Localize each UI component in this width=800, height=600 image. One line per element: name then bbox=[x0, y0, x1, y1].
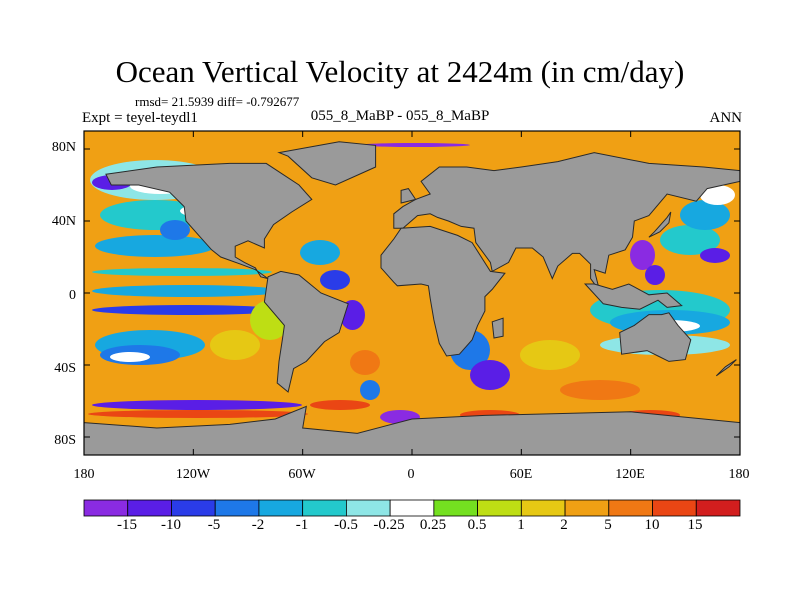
velocity-patch-13 bbox=[88, 380, 288, 400]
experiment-label: Expt = teyel-teydl1 bbox=[82, 110, 198, 126]
cb-label-4: -1 bbox=[295, 517, 309, 533]
colorbar-swatch-12 bbox=[608, 499, 653, 517]
velocity-patch-39 bbox=[160, 220, 190, 240]
colorbar-swatch-6 bbox=[345, 499, 391, 517]
x-label-120e: 120E bbox=[615, 467, 645, 482]
land-north-america bbox=[105, 162, 313, 280]
land-indonesia bbox=[583, 283, 683, 310]
cb-label-8: 0.5 bbox=[467, 517, 487, 533]
map-plot-area bbox=[84, 131, 740, 455]
cb-label-1: -10 bbox=[161, 517, 181, 533]
colorbar-swatch-1 bbox=[127, 499, 172, 517]
land-africa bbox=[380, 225, 506, 357]
cb-label-0: -15 bbox=[117, 517, 137, 533]
y-label-eq: 0 bbox=[69, 288, 76, 303]
velocity-patch-29 bbox=[300, 240, 340, 265]
season-label: ANN bbox=[709, 110, 743, 126]
velocity-patch-6 bbox=[92, 305, 282, 315]
land-masses bbox=[84, 141, 740, 455]
velocity-patch-15 bbox=[88, 410, 308, 418]
land-south-america bbox=[263, 270, 349, 393]
velocity-patch-28 bbox=[470, 360, 510, 390]
axis-ticks bbox=[83, 131, 741, 455]
cb-label-13: 15 bbox=[687, 517, 703, 533]
velocity-patch-40 bbox=[700, 248, 730, 263]
colorbar-swatch-14 bbox=[695, 499, 741, 517]
land-uk bbox=[400, 188, 417, 204]
y-label-40s: 40S bbox=[54, 361, 76, 376]
y-label-80s: 80S bbox=[54, 433, 76, 448]
x-label-60e: 60E bbox=[509, 467, 533, 482]
velocity-patch-5 bbox=[92, 285, 282, 297]
map-title: Ocean Vertical Velocity at 2424m (in cm/… bbox=[115, 54, 685, 89]
cb-label-9: 1 bbox=[517, 517, 525, 533]
land-madagascar bbox=[491, 317, 504, 339]
velocity-patch-14 bbox=[92, 400, 302, 410]
x-label-0: 0 bbox=[407, 467, 415, 482]
velocity-patch-21 bbox=[680, 200, 730, 230]
colorbar-swatch-0 bbox=[83, 499, 129, 517]
velocity-patch-7 bbox=[92, 268, 272, 276]
velocity-patch-20 bbox=[660, 225, 720, 255]
velocity-patch-35 bbox=[310, 400, 370, 410]
x-label-180e: 180 bbox=[728, 467, 750, 482]
velocity-patch-25 bbox=[520, 340, 580, 370]
velocity-patch-24 bbox=[645, 265, 665, 285]
land-australia bbox=[619, 312, 692, 362]
x-label-60w: 60W bbox=[288, 467, 316, 482]
velocity-patch-26 bbox=[560, 380, 640, 400]
velocity-patch-10 bbox=[110, 352, 150, 362]
land-japan bbox=[648, 211, 672, 238]
colorbar-swatch-2 bbox=[171, 499, 216, 517]
velocity-patch-23 bbox=[630, 240, 655, 270]
land-eurasia bbox=[393, 152, 740, 292]
velocity-patch-32 bbox=[350, 350, 380, 375]
cb-label-5: -0.5 bbox=[334, 517, 358, 533]
cb-label-10: 2 bbox=[560, 517, 568, 533]
x-label-180w: 180 bbox=[73, 467, 95, 482]
colorbar-swatch-10 bbox=[520, 499, 566, 517]
colorbar-swatch-5 bbox=[302, 499, 347, 517]
x-label-120w: 120W bbox=[175, 467, 211, 482]
cb-label-11: 5 bbox=[604, 517, 612, 533]
land-greenland bbox=[277, 141, 377, 186]
land-antarctica bbox=[84, 405, 740, 455]
velocity-patch-30 bbox=[320, 270, 350, 290]
velocity-patch-12 bbox=[210, 330, 260, 360]
case-label: 055_8_MaBP - 055_8_MaBP bbox=[310, 108, 490, 124]
cb-label-3: -2 bbox=[251, 517, 265, 533]
colorbar-swatch-3 bbox=[214, 499, 260, 517]
colorbar bbox=[83, 499, 741, 517]
cb-label-12: 10 bbox=[644, 517, 660, 533]
cb-label-6: -0.25 bbox=[373, 517, 405, 533]
cb-label-2: -5 bbox=[207, 517, 221, 533]
velocity-patch-2 bbox=[95, 235, 215, 257]
land-new-zealand bbox=[715, 359, 737, 377]
colorbar-swatch-4 bbox=[258, 499, 304, 517]
velocity-patch-41 bbox=[360, 143, 470, 147]
colorbar-swatch-8 bbox=[433, 499, 479, 517]
colorbar-swatch-13 bbox=[652, 499, 697, 517]
cb-label-7: 0.25 bbox=[419, 517, 447, 533]
colorbar-swatch-7 bbox=[389, 499, 435, 517]
stats-text: rmsd= 21.5939 diff= -0.792677 bbox=[135, 94, 300, 109]
colorbar-swatch-11 bbox=[564, 499, 610, 517]
y-label-80n: 80N bbox=[51, 140, 76, 155]
colorbar-swatch-9 bbox=[477, 499, 522, 517]
velocity-patch-33 bbox=[360, 380, 380, 400]
y-label-40n: 40N bbox=[51, 214, 76, 229]
velocity-patch-22 bbox=[700, 185, 735, 205]
